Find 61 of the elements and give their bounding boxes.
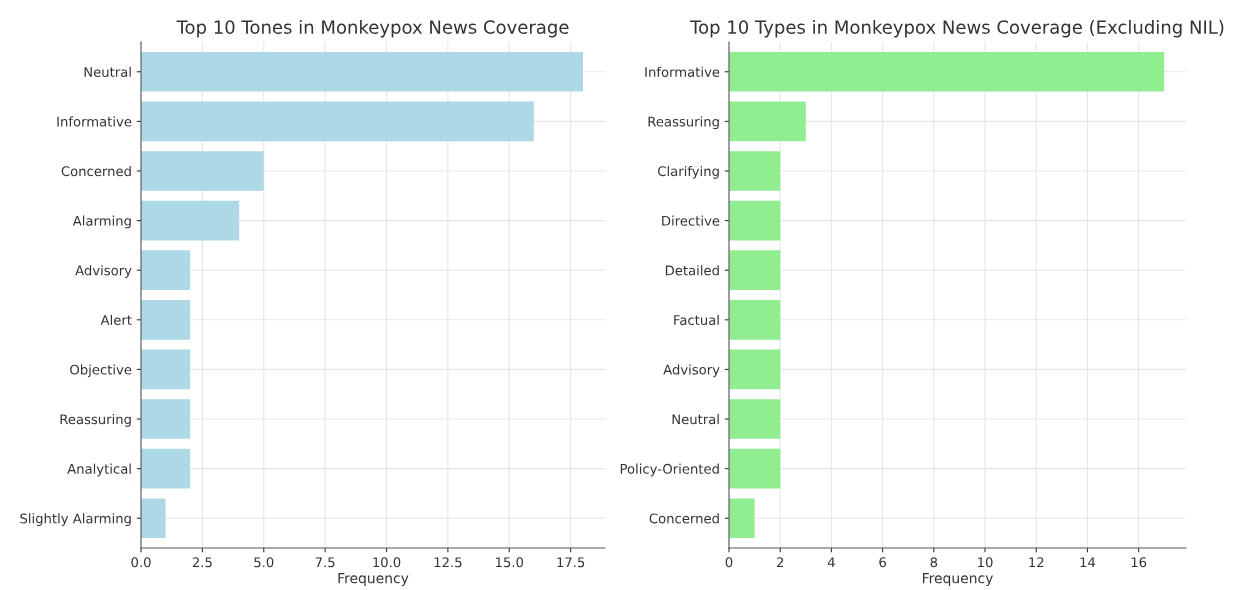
x-tick-label: 6 [879,557,886,568]
bar [141,51,583,92]
bar [141,151,264,191]
y-tick-label: Informative [57,116,132,127]
bar [141,349,191,390]
bar [729,299,781,340]
chart-title: Top 10 Tones in Monkeypox News Coverage [176,19,569,38]
x-tick-label: 0 [725,557,733,568]
y-tick-label: Informative [645,66,720,77]
y-tick-label: Neutral [84,66,131,77]
y-tick-label: Slightly Alarming [20,513,131,526]
y-tick-label: Factual [674,314,719,325]
bar [729,250,781,291]
x-tick-label: 8 [930,557,938,568]
bar [141,299,191,340]
y-tick-label: Advisory [663,364,720,378]
bar [729,101,806,142]
x-tick-label: 0.0 [131,557,151,568]
x-tick-label: 17.5 [557,557,585,568]
y-tick-label: Alarming [72,215,131,229]
y-tick-label: Analytical [67,463,131,477]
bar [141,498,166,539]
bar [729,349,781,390]
bar [141,448,191,489]
bar [729,399,781,439]
x-tick-label: 5.0 [254,557,274,568]
x-tick-label: 16 [1131,557,1147,568]
y-tick-label: Neutral [672,414,719,425]
y-tick-label: Concerned [649,513,719,524]
x-tick-label: 12.5 [434,557,462,568]
y-tick-label: Directive [662,215,720,226]
bar [141,399,191,439]
y-tick-label: Advisory [75,265,132,278]
chart-title: Top 10 Types in Monkeypox News Coverage (Excluding NIL) [690,19,1224,38]
bar [729,151,781,191]
y-tick-label: Concerned [61,165,131,177]
bar [729,200,781,241]
x-tick-label: 10.0 [373,557,401,568]
y-tick-label: Policy-Oriented [620,463,719,477]
x-tick-label: 4 [827,557,835,568]
x-axis-title: Frequency [922,573,993,587]
bar [729,51,1165,92]
bar [729,448,781,489]
y-tick-label: Objective [70,364,132,378]
x-tick-label: 15.0 [496,557,524,568]
bar [141,200,240,241]
x-tick-label: 10 [978,557,993,568]
y-tick-label: Clarifying [658,165,719,179]
y-tick-label: Reassuring [60,414,131,427]
x-tick-label: 2 [776,557,784,568]
x-tick-label: 14 [1080,557,1096,568]
x-tick-label: 2.5 [192,557,212,568]
bar [141,101,534,142]
x-axis-title: Frequency [338,573,409,587]
x-tick-label: 12 [1029,557,1044,568]
x-tick-label: 7.5 [315,557,335,568]
bar [729,498,755,539]
bar [141,250,191,291]
y-tick-label: Detailed [665,265,719,276]
y-tick-label: Reassuring [648,116,719,130]
y-tick-label: Alert [100,314,132,325]
